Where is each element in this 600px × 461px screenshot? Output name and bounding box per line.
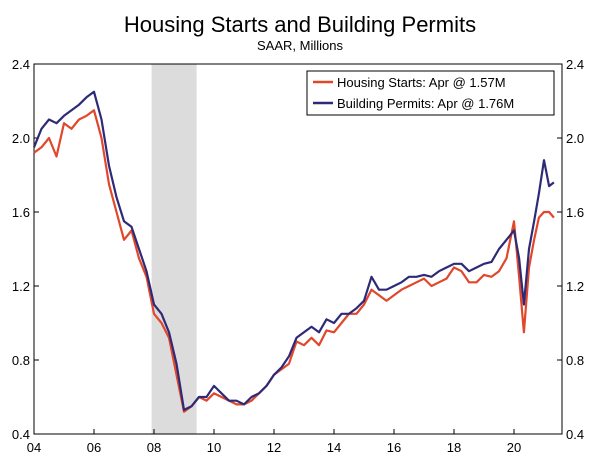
x-tick-label: 10 [207, 440, 221, 455]
x-tick-label: 18 [447, 440, 461, 455]
y-axis-left: 0.4 0.8 1.2 1.6 2.0 2.4 [12, 57, 39, 442]
chart-title: Housing Starts and Building Permits [124, 12, 476, 37]
x-tick-label: 14 [327, 440, 341, 455]
y-tick-label-left: 2.0 [12, 131, 30, 146]
y-tick-label-left: 0.8 [12, 353, 30, 368]
plot-area: 0.4 0.8 1.2 1.6 2.0 2.4 0.4 0.8 1.2 1.6 2.0 2.4 04… [12, 57, 584, 455]
y-tick-label-right: 0.8 [566, 353, 584, 368]
x-tick-label: 16 [387, 440, 401, 455]
legend-label-building-permits: Building Permits: Apr @ 1.76M [337, 96, 514, 111]
y-tick-label-right: 2.4 [566, 57, 584, 72]
y-tick-label-right: 0.4 [566, 427, 584, 442]
y-tick-label-right: 1.2 [566, 279, 584, 294]
y-tick-label-left: 1.2 [12, 279, 30, 294]
x-tick-label: 06 [87, 440, 101, 455]
legend-box [306, 70, 555, 116]
y-tick-label-left: 2.4 [12, 57, 30, 72]
plot-frame [33, 63, 563, 435]
y-tick-label-right: 2.0 [566, 131, 584, 146]
series-line-housing-starts [33, 109, 555, 413]
y-tick-label-left: 0.4 [12, 427, 30, 442]
x-axis: 04 06 08 10 12 14 16 18 20 [27, 429, 521, 455]
series-line-building-permits [32, 90, 555, 411]
y-axis-right: 0.4 0.8 1.2 1.6 2.0 2.4 [557, 57, 584, 442]
y-tick-label-left: 1.6 [12, 205, 30, 220]
x-tick-label: 12 [267, 440, 281, 455]
chart-subtitle: SAAR, Millions [257, 38, 343, 53]
x-tick-label: 04 [27, 440, 41, 455]
legend: Housing Starts: Apr @ 1.57M Building Per… [306, 70, 555, 116]
x-tick-label: 20 [507, 440, 521, 455]
x-tick-label: 08 [147, 440, 161, 455]
y-tick-label-right: 1.6 [566, 205, 584, 220]
recession-shading [151, 64, 197, 434]
legend-label-housing-starts: Housing Starts: Apr @ 1.57M [337, 75, 506, 90]
series-lines [32, 90, 555, 413]
